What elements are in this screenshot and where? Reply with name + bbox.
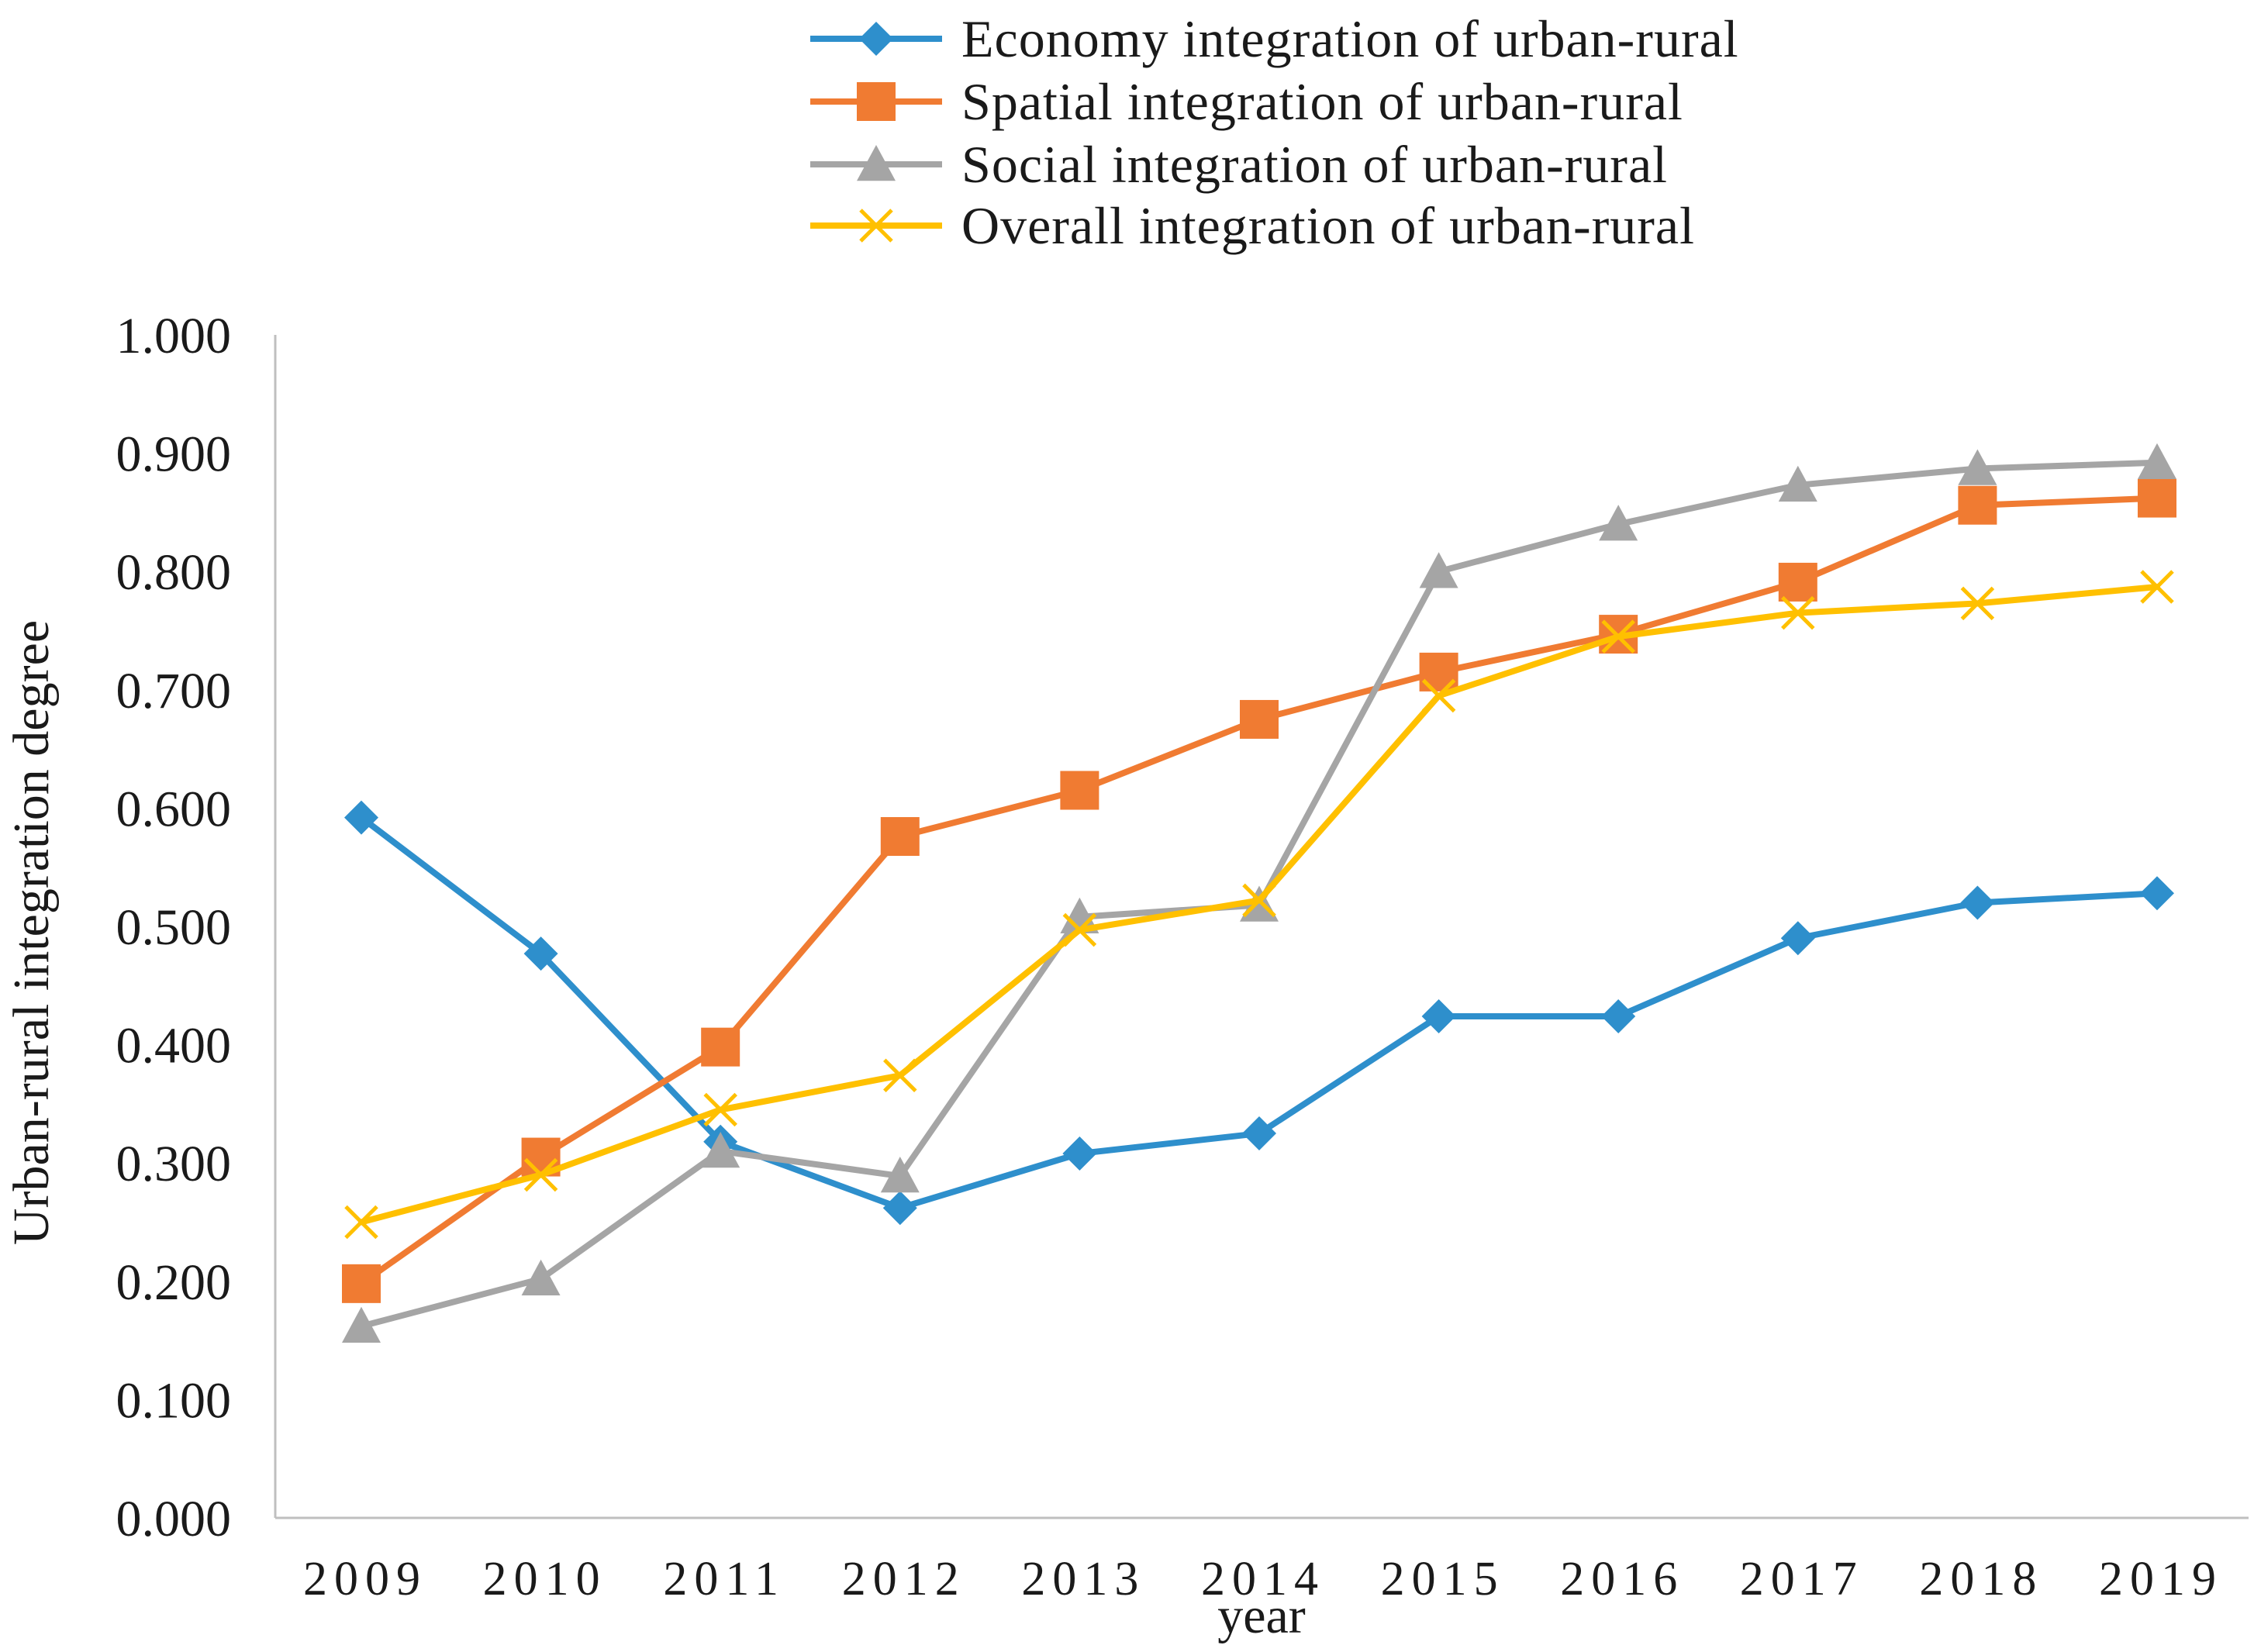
- data-point-overall: [2140, 570, 2174, 604]
- data-point-social: [1958, 449, 1997, 485]
- data-point-spatial: [701, 1027, 740, 1067]
- legend-entry-overall: Overall integration of urban-rural: [810, 196, 1695, 255]
- legend-label-spatial: Spatial integration of urban-rural: [961, 72, 1683, 131]
- legend-label-economy: Economy integration of urban-rural: [961, 9, 1739, 68]
- x-tick-label: 2012: [842, 1553, 966, 1605]
- x-tick-label: 2009: [303, 1553, 427, 1605]
- data-point-social: [342, 1306, 381, 1343]
- y-tick-label: 0.800: [116, 544, 232, 601]
- data-point-social: [880, 1156, 920, 1193]
- data-point-overall: [1421, 678, 1456, 713]
- data-point-economy: [1421, 998, 1456, 1033]
- data-point-spatial: [1060, 771, 1099, 810]
- data-point-economy: [344, 800, 378, 835]
- y-tick-labels: 0.000 0.100 0.200 0.300 0.400 0.500 0.600 0.700…: [116, 308, 232, 1547]
- legend-marker-shape: [857, 145, 896, 181]
- data-point-overall: [1062, 912, 1097, 947]
- y-tick-label: 0.000: [116, 1491, 232, 1547]
- data-point-overall: [703, 1092, 737, 1127]
- legend-marker-social: [857, 145, 896, 181]
- x-tick-label: 2014: [1201, 1553, 1325, 1605]
- y-tick-label: 0.600: [116, 781, 232, 837]
- data-point-economy: [1062, 1136, 1097, 1171]
- y-tick-label: 0.900: [116, 426, 232, 483]
- legend-marker-overall: [859, 209, 893, 243]
- data-point-social: [521, 1259, 561, 1295]
- x-tick-label: 2019: [2099, 1553, 2223, 1605]
- x-tick-label: 2013: [1021, 1553, 1145, 1605]
- x-tick-label: 2011: [663, 1553, 785, 1605]
- data-point-spatial: [1958, 485, 1997, 525]
- data-point-economy: [2140, 876, 2174, 911]
- data-point-social: [1419, 552, 1458, 588]
- y-tick-label: 0.200: [116, 1254, 232, 1311]
- data-point-spatial: [342, 1264, 381, 1303]
- y-axis-title: Urban-rural integration degree: [3, 620, 60, 1245]
- data-point-spatial: [1240, 699, 1279, 739]
- data-point-overall: [1960, 586, 1995, 621]
- y-tick-label: 0.400: [116, 1018, 232, 1074]
- data-point-social: [2138, 443, 2176, 480]
- legend-marker-shape: [857, 82, 896, 121]
- x-tick-label: 2018: [1919, 1553, 2043, 1605]
- x-axis-title: year: [1217, 1588, 1306, 1644]
- data-point-economy: [1780, 921, 1815, 956]
- data-point-social: [1599, 505, 1638, 541]
- data-point-social: [1778, 465, 1817, 502]
- data-point-overall: [1781, 595, 1815, 630]
- x-tick-label: 2016: [1560, 1553, 1684, 1605]
- data-point-economy: [1601, 998, 1636, 1033]
- legend-entry-spatial: Spatial integration of urban-rural: [810, 72, 1683, 131]
- y-tick-label: 1.000: [116, 308, 232, 364]
- y-tick-label: 0.700: [116, 663, 232, 719]
- data-point-overall: [883, 1058, 917, 1093]
- data-point-spatial: [2138, 478, 2176, 518]
- data-point-economy: [882, 1191, 917, 1226]
- legend-marker-economy: [859, 22, 893, 56]
- data-point-social: [1060, 897, 1099, 934]
- x-tick-label: 2015: [1381, 1553, 1505, 1605]
- legend-marker-spatial: [857, 82, 896, 121]
- x-tick-label: 2017: [1740, 1553, 1864, 1605]
- y-tick-label: 0.500: [116, 899, 232, 956]
- data-point-economy: [1960, 885, 1995, 920]
- data-point-spatial: [880, 817, 920, 857]
- y-tick-label: 0.100: [116, 1372, 232, 1429]
- legend-entry-social: Social integration of urban-rural: [810, 135, 1668, 194]
- legend-label-social: Social integration of urban-rural: [961, 135, 1668, 194]
- y-tick-label: 0.300: [116, 1136, 232, 1192]
- data-point-spatial: [1778, 562, 1817, 602]
- x-tick-labels: 2009 2010 2011 2012 2013 2014 2015 2016 2017 2018…: [303, 1553, 2223, 1605]
- plot-area: [342, 443, 2176, 1343]
- data-point-overall: [344, 1205, 378, 1240]
- data-point-economy: [1242, 1116, 1276, 1151]
- data-point-spatial: [1419, 652, 1458, 691]
- x-tick-label: 2010: [483, 1553, 607, 1605]
- legend-entry-economy: Economy integration of urban-rural: [810, 9, 1739, 68]
- legend: Economy integration of urban-rural Spati…: [810, 9, 1739, 255]
- legend-label-overall: Overall integration of urban-rural: [961, 196, 1695, 255]
- data-point-social: [701, 1131, 740, 1168]
- data-point-overall: [523, 1157, 558, 1192]
- data-point-overall: [1601, 619, 1635, 654]
- legend-marker-shape: [859, 209, 893, 243]
- series-overall: [344, 570, 2174, 1240]
- data-point-economy: [523, 936, 558, 971]
- legend-marker-shape: [859, 22, 893, 56]
- data-point-overall: [1242, 883, 1276, 918]
